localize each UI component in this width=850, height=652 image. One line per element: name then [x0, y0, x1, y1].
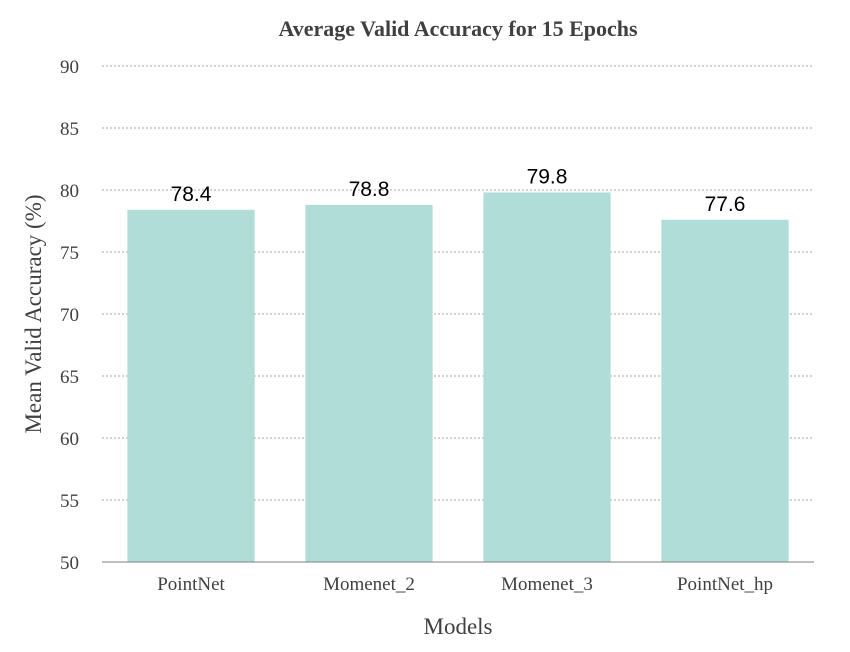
data-label-3: 77.6: [705, 193, 746, 216]
y-tick-label: 60: [60, 429, 79, 450]
y-tick-label: 75: [60, 243, 79, 264]
y-tick-label: 70: [60, 305, 79, 326]
data-label-0: 78.4: [171, 183, 212, 206]
y-axis-ticks: 50 55 60 65 70 75 80 85 90: [60, 57, 79, 574]
x-axis-ticks: PointNet Momenet_2 Momenet_3 PointNet_hp: [157, 574, 773, 595]
bar-0: [127, 209, 255, 562]
y-tick-label: 55: [60, 491, 79, 512]
y-tick-label: 65: [60, 367, 79, 388]
data-labels: 78.4 78.8 79.8 77.6: [171, 165, 746, 215]
bar-3: [661, 219, 789, 562]
y-axis-title: Mean Valid Accuracy (%): [21, 194, 46, 433]
x-tick-label-2: Momenet_3: [501, 574, 593, 595]
bar-2: [483, 192, 611, 563]
bars: [127, 192, 789, 563]
y-tick-label: 50: [60, 553, 79, 574]
data-label-1: 78.8: [349, 178, 390, 201]
chart-title: Average Valid Accuracy for 15 Epochs: [278, 16, 638, 41]
data-label-2: 79.8: [527, 165, 568, 188]
x-tick-label-0: PointNet: [157, 574, 225, 595]
x-tick-label-3: PointNet_hp: [677, 574, 773, 595]
y-tick-label: 90: [60, 57, 79, 78]
x-tick-label-1: Momenet_2: [323, 574, 415, 595]
y-tick-label: 80: [60, 181, 79, 202]
y-tick-label: 85: [60, 119, 79, 140]
x-axis-title: Models: [424, 614, 493, 639]
bar-1: [305, 204, 433, 562]
